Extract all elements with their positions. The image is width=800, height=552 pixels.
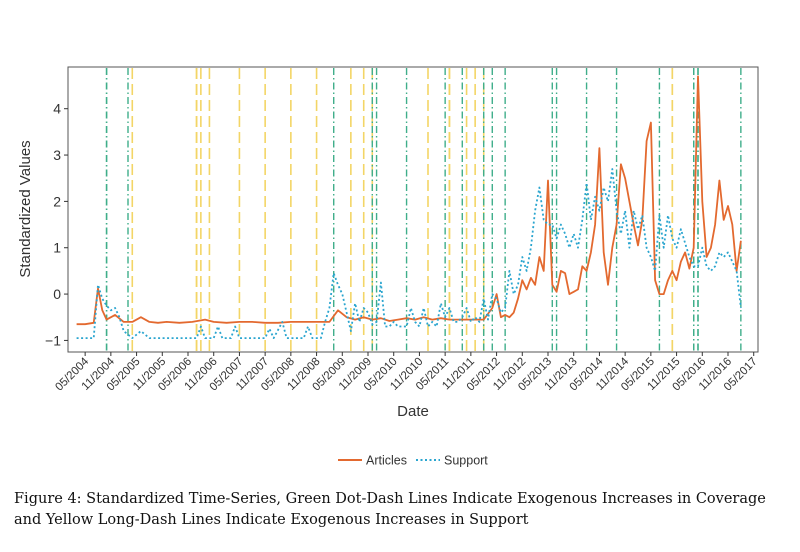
- series-line-support: [76, 168, 742, 339]
- y-axis-label: Standardized Values: [17, 140, 34, 277]
- legend-articles-label: Articles: [366, 454, 407, 468]
- series-line-articles: [76, 75, 742, 326]
- y-tick-label: 4: [53, 101, 61, 117]
- y-tick-label: 3: [53, 147, 61, 163]
- legend: Articles Support: [338, 454, 488, 468]
- legend-support-label: Support: [444, 454, 488, 468]
- plot-panel: [67, 66, 759, 353]
- y-tick-label: 2: [53, 193, 61, 209]
- y-tick-label: 1: [53, 240, 61, 256]
- figure-caption: Figure 4: Standardized Time-Series, Gree…: [14, 491, 766, 528]
- y-tick-label: 0: [53, 286, 61, 302]
- y-tick-label: −1: [45, 332, 61, 348]
- x-axis-label: Date: [397, 403, 429, 420]
